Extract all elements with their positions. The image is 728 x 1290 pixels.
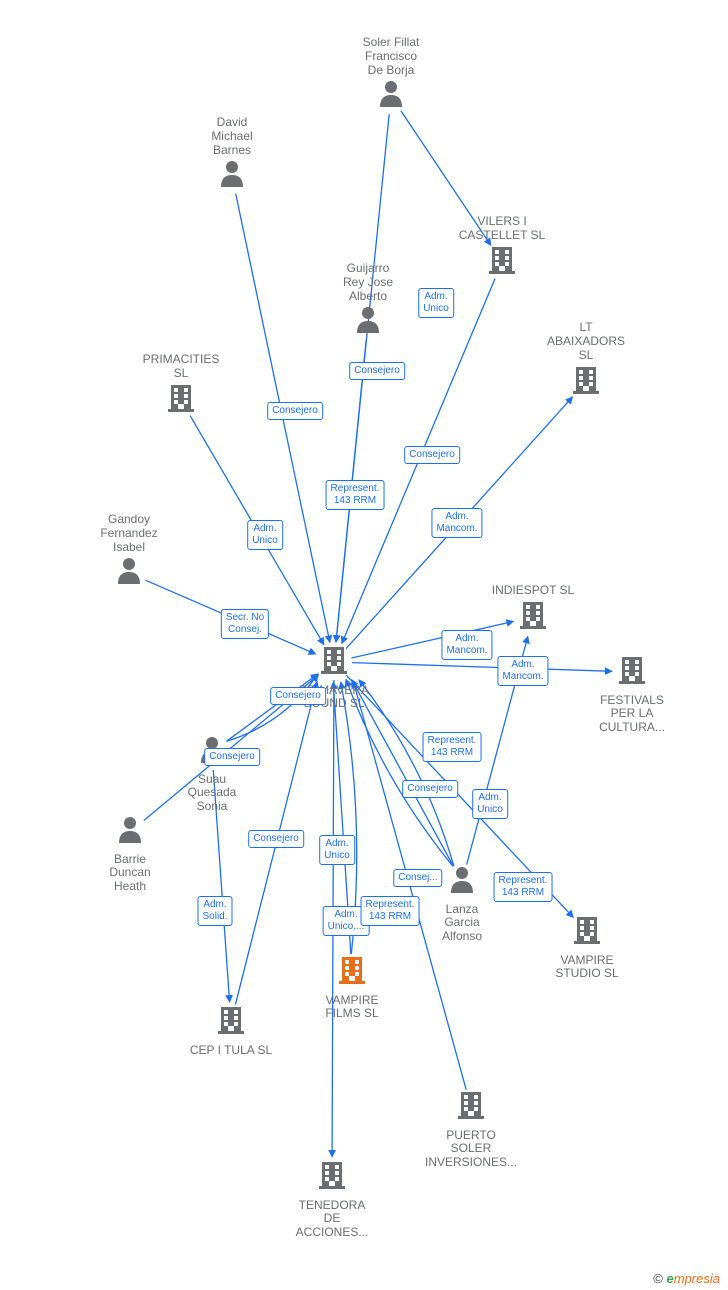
node-label: PUERTOSOLERINVERSIONES... bbox=[421, 1129, 521, 1170]
edge-label: Adm.Unico bbox=[418, 288, 454, 318]
node-soler[interactable]: Soler FillatFranciscoDe Borja bbox=[341, 36, 441, 113]
edge-label: Secr. NoConsej. bbox=[221, 609, 269, 639]
node-vampire_films[interactable]: VAMPIREFILMS SL bbox=[302, 954, 402, 1021]
company-icon bbox=[166, 382, 196, 417]
edge-label: Consejero bbox=[402, 780, 458, 798]
company-icon bbox=[571, 364, 601, 399]
node-lt[interactable]: LTABAIXADORSSL bbox=[536, 321, 636, 400]
edge-label: Represent.143 RRM bbox=[326, 480, 385, 510]
edge-label: Adm.Unico bbox=[472, 789, 508, 819]
person-icon bbox=[378, 79, 404, 112]
node-label: Soler FillatFranciscoDe Borja bbox=[341, 36, 441, 77]
company-icon bbox=[518, 599, 548, 634]
company-icon bbox=[317, 1159, 347, 1194]
node-barrie[interactable]: BarrieDuncanHeath bbox=[80, 815, 180, 894]
edge-label: Consejero bbox=[349, 362, 405, 380]
person-icon bbox=[117, 815, 143, 848]
node-guijarro[interactable]: GuijarroRey JoseAlberto bbox=[318, 262, 418, 339]
edge-label: Adm.Mancom. bbox=[497, 656, 548, 686]
person-icon bbox=[449, 865, 475, 898]
company-icon bbox=[337, 954, 367, 989]
brand: empresia bbox=[667, 1271, 720, 1286]
edge-label: Adm.Mancom. bbox=[441, 630, 492, 660]
edge-label: Represent.143 RRM bbox=[423, 732, 482, 762]
edge bbox=[352, 663, 612, 672]
company-icon bbox=[572, 914, 602, 949]
node-primacities[interactable]: PRIMACITIESSL bbox=[131, 353, 231, 418]
node-label: DavidMichaelBarnes bbox=[182, 116, 282, 157]
edge-label: Consejero bbox=[270, 687, 326, 705]
node-label: CEP I TULA SL bbox=[181, 1044, 281, 1058]
person-icon bbox=[219, 159, 245, 192]
edge-label: Represent.143 RRM bbox=[494, 872, 553, 902]
node-label: VILERS ICASTELLET SL bbox=[452, 215, 552, 243]
node-indiespot[interactable]: INDIESPOT SL bbox=[483, 584, 583, 635]
edge-label: Adm.Unico bbox=[247, 520, 283, 550]
edge-label: Consejero bbox=[248, 830, 304, 848]
edge-label: Adm.Mancom. bbox=[431, 508, 482, 538]
company-icon bbox=[456, 1089, 486, 1124]
node-festivals[interactable]: FESTIVALSPER LACULTURA... bbox=[582, 654, 682, 735]
node-label: FESTIVALSPER LACULTURA... bbox=[582, 694, 682, 735]
footer: © empresia bbox=[653, 1271, 720, 1286]
node-label: LanzaGarciaAlfonso bbox=[412, 903, 512, 944]
node-label: GuijarroRey JoseAlberto bbox=[318, 262, 418, 303]
edge-label: Consej... bbox=[393, 869, 442, 887]
company-icon bbox=[216, 1004, 246, 1039]
edge-label: Consejero bbox=[204, 748, 260, 766]
node-barnes[interactable]: DavidMichaelBarnes bbox=[182, 116, 282, 193]
node-label: SuauQuesadaSonia bbox=[162, 773, 262, 814]
node-tenedora[interactable]: TENEDORADEACCIONES... bbox=[282, 1159, 382, 1240]
company-icon bbox=[319, 644, 349, 679]
edge-label: Adm.Unico bbox=[319, 835, 355, 865]
edge-label: Consejero bbox=[404, 446, 460, 464]
edge-label: Adm.Solid. bbox=[197, 896, 232, 926]
node-vilers[interactable]: VILERS ICASTELLET SL bbox=[452, 215, 552, 280]
node-label: GandoyFernandezIsabel bbox=[79, 513, 179, 554]
node-label: INDIESPOT SL bbox=[483, 584, 583, 598]
company-icon bbox=[487, 244, 517, 279]
node-vampire_studio[interactable]: VAMPIRESTUDIO SL bbox=[537, 914, 637, 981]
node-label: PRIMACITIESSL bbox=[131, 353, 231, 381]
node-label: LTABAIXADORSSL bbox=[536, 321, 636, 362]
node-label: VAMPIRESTUDIO SL bbox=[537, 954, 637, 982]
copyright: © bbox=[653, 1271, 663, 1286]
node-gandoy[interactable]: GandoyFernandezIsabel bbox=[79, 513, 179, 590]
edge-label: Represent.143 RRM bbox=[361, 896, 420, 926]
node-puerto[interactable]: PUERTOSOLERINVERSIONES... bbox=[421, 1089, 521, 1170]
person-icon bbox=[116, 556, 142, 589]
edge-label: Consejero bbox=[267, 402, 323, 420]
company-icon bbox=[617, 654, 647, 689]
node-label: BarrieDuncanHeath bbox=[80, 853, 180, 894]
node-label: VAMPIREFILMS SL bbox=[302, 994, 402, 1022]
person-icon bbox=[355, 305, 381, 338]
node-label: TENEDORADEACCIONES... bbox=[282, 1199, 382, 1240]
node-cep[interactable]: CEP I TULA SL bbox=[181, 1004, 281, 1057]
